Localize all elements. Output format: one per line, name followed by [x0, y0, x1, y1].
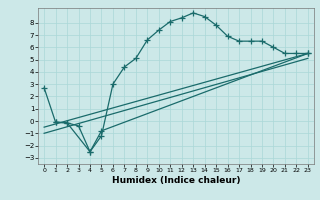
- X-axis label: Humidex (Indice chaleur): Humidex (Indice chaleur): [112, 176, 240, 185]
